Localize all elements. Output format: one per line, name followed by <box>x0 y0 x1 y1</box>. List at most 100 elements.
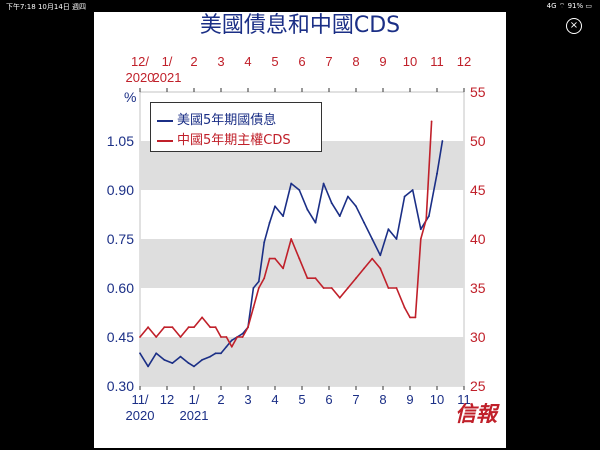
point-us-yield <box>403 195 406 198</box>
right-tick-label: 25 <box>470 378 486 394</box>
status-time: 下午7:18 <box>6 3 36 11</box>
point-china-cds <box>236 336 239 338</box>
left-axis-unit: % <box>124 89 136 105</box>
status-time-date: 下午7:18 10月14日 週四 <box>6 2 86 12</box>
bottom-tick-label: 5 <box>298 392 305 407</box>
legend-item-china-cds: 中國5年期主權CDS <box>157 129 291 148</box>
point-us-yield <box>347 195 349 198</box>
point-us-yield <box>163 359 166 361</box>
point-us-yield <box>363 221 365 224</box>
bottom-tick-label: 8 <box>379 392 386 407</box>
right-tick-label: 35 <box>470 280 486 296</box>
top-tick-label: 5 <box>271 54 278 69</box>
point-china-cds <box>425 218 428 221</box>
point-china-cds <box>247 326 249 329</box>
point-us-yield <box>201 359 203 361</box>
point-china-cds <box>371 257 374 260</box>
bottom-tick-label: 7 <box>352 392 359 407</box>
point-china-cds <box>290 238 293 240</box>
point-china-cds <box>430 120 433 123</box>
status-bar: 下午7:18 10月14日 週四 4G ⌔ 91% ▭ <box>0 0 600 14</box>
top-tick-label: 2 <box>190 54 197 69</box>
chart-svg: 美國債息和中國CDS%0.300.450.600.750.901.0525303… <box>107 13 486 423</box>
point-us-yield <box>263 241 266 244</box>
point-us-yield <box>428 215 430 218</box>
left-tick-label: 0.75 <box>107 231 134 247</box>
point-us-yield <box>290 182 293 185</box>
bottom-tick-label: 1/ <box>189 392 200 407</box>
grid-band <box>140 337 464 386</box>
bottom-year-label: 2020 <box>126 408 155 423</box>
point-us-yield <box>225 345 228 348</box>
point-us-yield <box>241 332 244 335</box>
chart-title: 美國債息和中國CDS <box>200 13 400 38</box>
point-china-cds <box>363 267 365 270</box>
point-us-yield <box>220 352 222 355</box>
point-china-cds <box>225 336 228 338</box>
point-us-yield <box>338 215 341 218</box>
battery-percent: 91% <box>567 2 584 10</box>
top-tick-label: 3 <box>217 54 224 69</box>
point-china-cds <box>306 277 309 280</box>
point-china-cds <box>387 287 390 289</box>
bottom-tick-label: 10 <box>430 392 444 407</box>
right-tick-label: 50 <box>470 133 486 149</box>
right-tick-label: 30 <box>470 329 486 345</box>
point-china-cds <box>419 238 422 240</box>
point-china-cds <box>220 336 222 338</box>
point-us-yield <box>209 355 212 358</box>
chart-card: 美國債息和中國CDS% 0.30 0.45 0.60 0.75 0.90 1.05 25 30 3… <box>94 12 506 448</box>
point-us-yield <box>274 205 276 208</box>
legend: 美國5年期國債息 中國5年期主權CDS <box>150 102 322 152</box>
point-us-yield <box>268 221 271 224</box>
point-china-cds <box>263 277 266 280</box>
status-right: 4G ⌔ 91% ▭ <box>547 2 592 11</box>
point-us-yield <box>419 228 422 231</box>
point-us-yield <box>252 287 255 289</box>
point-china-cds <box>409 316 411 319</box>
top-tick-label: 4 <box>244 54 251 69</box>
point-us-yield <box>139 352 141 355</box>
top-tick-label: 7 <box>325 54 332 69</box>
point-china-cds <box>209 326 212 329</box>
bottom-tick-label: 11/ <box>131 392 148 407</box>
point-us-yield <box>314 221 317 224</box>
point-us-yield <box>395 238 398 240</box>
point-china-cds <box>314 277 317 280</box>
point-us-yield <box>441 140 444 142</box>
bottom-tick-label: 6 <box>325 392 332 407</box>
legend-label-china-cds: 中國5年期主權CDS <box>177 133 291 148</box>
wifi-icon: ⌔ <box>558 2 566 10</box>
left-tick-label: 0.60 <box>107 280 134 296</box>
top-tick-label: 12 <box>457 54 471 69</box>
point-china-cds <box>155 336 158 338</box>
point-us-yield <box>355 205 357 208</box>
point-china-cds <box>257 287 260 289</box>
point-china-cds <box>395 287 398 289</box>
point-us-yield <box>257 280 260 283</box>
point-china-cds <box>322 287 325 289</box>
bottom-tick-label: 3 <box>244 392 251 407</box>
close-icon[interactable]: × <box>566 18 582 34</box>
bottom-tick-label: 12 <box>160 392 174 407</box>
point-china-cds <box>252 306 255 309</box>
point-china-cds <box>163 326 166 329</box>
top-tick-label: 6 <box>298 54 305 69</box>
point-us-yield <box>147 365 149 368</box>
point-us-yield <box>179 355 182 358</box>
top-year-label: 2020 <box>126 70 155 85</box>
point-us-yield <box>387 228 390 231</box>
point-us-yield <box>214 352 217 355</box>
bottom-tick-label: 9 <box>406 392 413 407</box>
point-us-yield <box>171 362 174 364</box>
point-us-yield <box>282 215 284 218</box>
legend-swatch-china-cds <box>157 139 173 142</box>
point-china-cds <box>330 287 333 289</box>
point-us-yield <box>187 362 190 364</box>
point-china-cds <box>355 277 357 280</box>
point-us-yield <box>155 352 158 355</box>
point-china-cds <box>274 257 276 260</box>
signal-label: 4G <box>546 2 557 10</box>
point-china-cds <box>230 345 233 348</box>
left-tick-label: 0.90 <box>107 182 134 198</box>
